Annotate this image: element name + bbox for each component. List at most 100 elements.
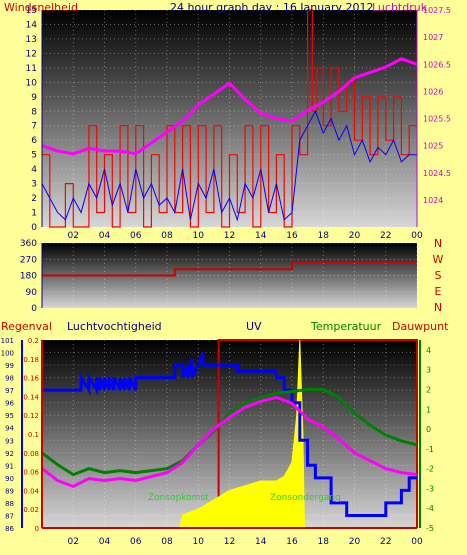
wind-x-tick: 18 [318, 231, 330, 241]
wind-y-tick: 2 [31, 194, 37, 204]
wind-y-tick: 15 [26, 6, 37, 16]
rain-tick: 0.1 [28, 431, 39, 439]
temperature-tick: 1 [426, 405, 431, 414]
wind-x-tick: 16 [286, 231, 298, 241]
temperature-tick: -4 [426, 504, 434, 513]
compass-label: N [434, 237, 442, 250]
direction-series-layer [42, 261, 417, 277]
rain-tick: 0.18 [23, 356, 39, 364]
wind-y-tick: 10 [26, 78, 38, 88]
wind-x-tick: 10 [193, 231, 205, 241]
pressure-tick: 1027 [423, 33, 443, 42]
wind-axes: 02 04 06 08 10 12 14 16 18 20 22 000123456789101112… [26, 6, 451, 241]
climate-x-tick: 14 [255, 537, 267, 547]
humidity-tick: 99 [5, 362, 14, 370]
wind-x-tick: 04 [99, 231, 111, 241]
direction-y-tick: 0 [31, 304, 37, 314]
pressure-tick: 1026.5 [423, 60, 451, 69]
temperature-label: Temperatuur [310, 320, 382, 333]
climate-series-layer [41, 339, 418, 529]
pressure-tick: 1025.5 [423, 115, 451, 124]
wind-y-tick: 0 [31, 223, 37, 233]
compass-label: N [434, 301, 442, 314]
dewpoint-line [41, 395, 418, 489]
sunrise-label: Zonsopkomst [148, 493, 209, 503]
pressure-label: Luchtdruk [372, 1, 428, 14]
rain-tick: 0 [35, 525, 39, 533]
climate-x-tick: 12 [224, 537, 235, 547]
humidity-tick: 98 [5, 375, 14, 383]
direction-y-tick: 90 [26, 288, 38, 298]
humidity-tick: 91 [5, 462, 14, 470]
humidity-tick: 100 [1, 350, 14, 358]
wind-x-tick: 06 [130, 231, 142, 241]
uv-label: UV [246, 320, 262, 333]
wind-y-tick: 13 [26, 35, 37, 45]
humidity-tick: 92 [5, 450, 14, 458]
humidity-label: Luchtvochtigheid [67, 320, 162, 333]
compass-label: W [433, 253, 444, 266]
pressure-tick: 1027.5 [423, 6, 451, 15]
humidity-tick: 87 [5, 512, 14, 520]
pressure-tick: 1024 [423, 196, 443, 205]
climate-x-tick: 16 [286, 537, 298, 547]
wind-x-tick: 08 [161, 231, 173, 241]
wind-y-tick: 7 [31, 122, 37, 132]
chart-title: 24 hour graph day : 16 January 2012 [170, 1, 374, 14]
humidity-tick: 86 [5, 525, 14, 533]
wind-x-tick: 02 [68, 231, 79, 241]
wind-x-tick: 12 [224, 231, 235, 241]
rain-tick: 0.08 [23, 450, 39, 458]
compass-label: S [435, 269, 442, 282]
solar-radiation-area [178, 339, 306, 529]
rain-label: Regenval [1, 320, 52, 333]
wind-direction-line [42, 261, 417, 277]
temperature-tick: 0 [426, 425, 431, 434]
wind-y-tick: 6 [31, 136, 37, 146]
rain-tick: 0.14 [23, 393, 39, 401]
direction-y-tick: 270 [20, 255, 37, 265]
temperature-tick: -1 [426, 445, 434, 454]
climate-axes: 02 04 06 08 10 12 14 16 18 20 22 008687888990919293… [1, 337, 434, 547]
compass-label: E [435, 285, 442, 298]
direction-y-tick: 180 [20, 272, 37, 282]
temperature-tick: 4 [426, 346, 431, 355]
rain-tick: 0.04 [23, 487, 39, 495]
wind-x-tick: 14 [255, 231, 267, 241]
wind-x-tick: 20 [349, 231, 361, 241]
wind-y-tick: 3 [31, 180, 37, 190]
temperature-tick: 2 [426, 385, 431, 394]
uv-index-line [217, 339, 418, 528]
humidity-tick: 88 [5, 500, 14, 508]
rain-tick: 0.16 [23, 375, 39, 383]
wind-x-tick: 22 [380, 231, 391, 241]
wind-x-tick: 00 [411, 231, 423, 241]
wind-y-tick: 1 [31, 209, 37, 219]
wind-y-tick: 11 [26, 64, 37, 74]
wind-series-layer [41, 9, 418, 228]
temperature-line [41, 388, 418, 477]
climate-x-tick: 04 [99, 537, 111, 547]
climate-x-tick: 10 [193, 537, 205, 547]
rain-tick: 0.12 [23, 412, 39, 420]
humidity-tick: 94 [5, 425, 14, 433]
humidity-tick: 93 [5, 437, 14, 445]
climate-chart: 02 04 06 08 10 12 14 16 18 20 22 008687888990919293… [1, 320, 449, 547]
wind-average-line [41, 110, 417, 222]
rain-tick: 0.2 [28, 337, 39, 345]
wind-y-tick: 9 [31, 93, 37, 103]
dewpoint-label: Dauwpunt [392, 320, 449, 333]
humidity-tick: 95 [5, 412, 14, 420]
climate-x-tick: 00 [411, 537, 423, 547]
wind-pressure-chart: 02 04 06 08 10 12 14 16 18 20 22 000123456789101112… [4, 1, 451, 241]
climate-x-tick: 02 [68, 537, 79, 547]
humidity-tick: 89 [5, 487, 14, 495]
rain-tick: 0.06 [23, 469, 39, 477]
wind-y-tick: 5 [31, 151, 37, 161]
climate-x-tick: 06 [130, 537, 142, 547]
pressure-tick: 1026 [423, 87, 443, 96]
humidity-tick: 96 [5, 400, 14, 408]
